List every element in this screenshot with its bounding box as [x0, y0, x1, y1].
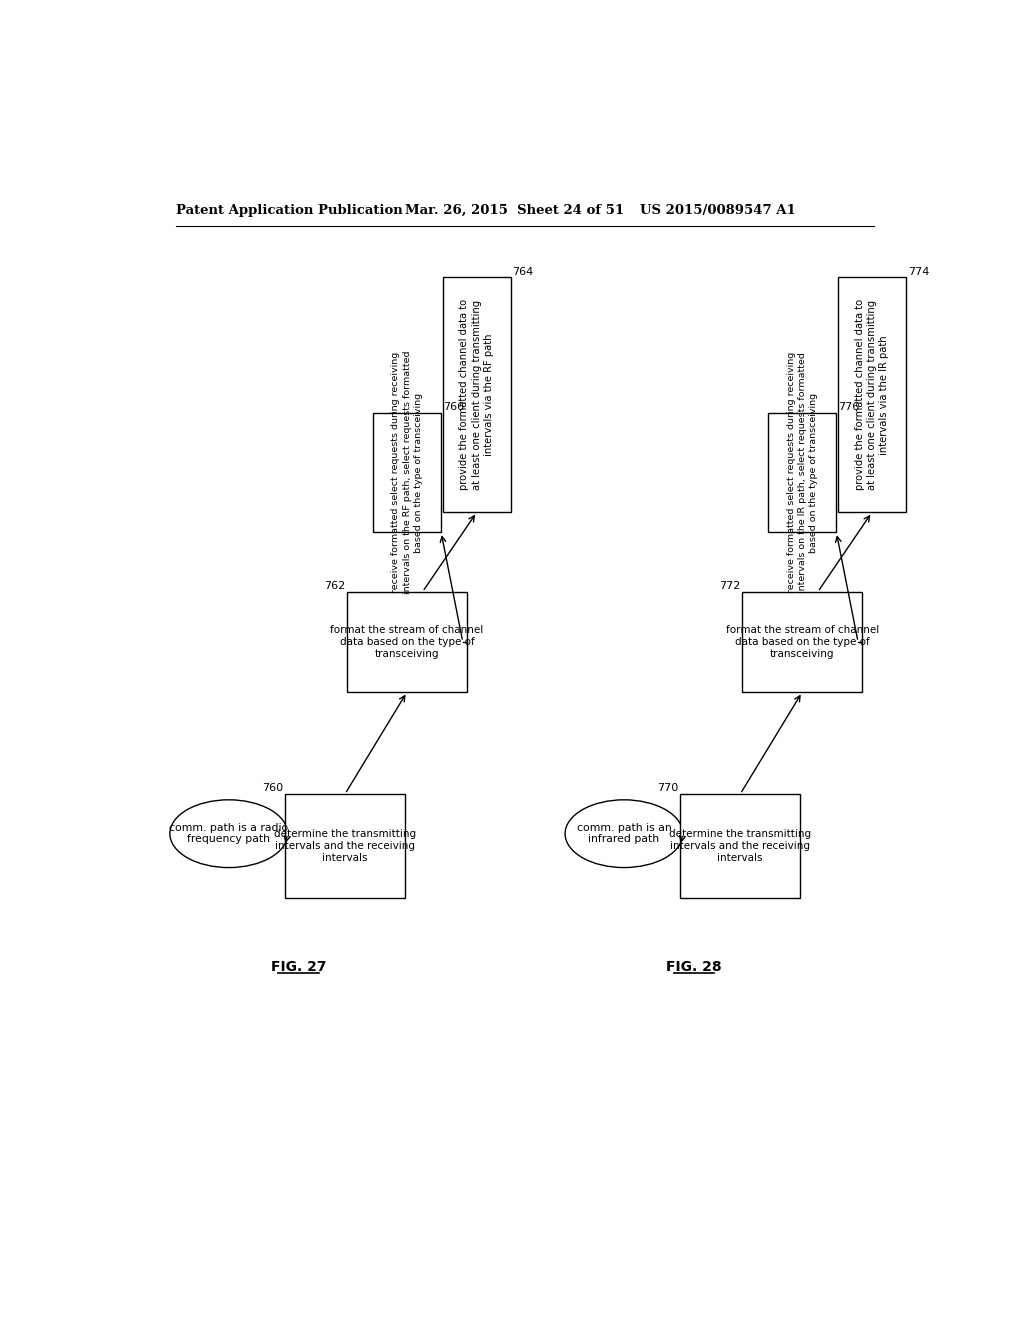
Text: provide the formatted channel data to
at least one client during transmitting
in: provide the formatted channel data to at…: [460, 300, 495, 490]
FancyBboxPatch shape: [373, 413, 441, 532]
FancyBboxPatch shape: [838, 277, 906, 512]
Text: US 2015/0089547 A1: US 2015/0089547 A1: [640, 205, 796, 218]
Text: 760: 760: [262, 783, 284, 793]
Text: 764: 764: [512, 267, 534, 277]
Text: 762: 762: [325, 581, 345, 591]
Text: Mar. 26, 2015  Sheet 24 of 51: Mar. 26, 2015 Sheet 24 of 51: [406, 205, 625, 218]
Text: Patent Application Publication: Patent Application Publication: [176, 205, 402, 218]
Text: receive formatted select requests during receiving
intervals on the RF path, sel: receive formatted select requests during…: [391, 351, 423, 594]
Text: FIG. 27: FIG. 27: [270, 960, 327, 974]
Text: 766: 766: [442, 403, 464, 412]
Text: 772: 772: [719, 581, 740, 591]
Text: format the stream of channel
data based on the type of
transceiving: format the stream of channel data based …: [726, 624, 879, 660]
Text: 770: 770: [657, 783, 679, 793]
Ellipse shape: [170, 800, 288, 867]
Text: comm. path is a radio
frequency path: comm. path is a radio frequency path: [169, 822, 289, 845]
FancyBboxPatch shape: [742, 591, 862, 692]
Text: provide the formatted channel data to
at least one client during transmitting
in: provide the formatted channel data to at…: [855, 300, 890, 490]
FancyBboxPatch shape: [680, 795, 801, 898]
FancyBboxPatch shape: [768, 413, 837, 532]
Ellipse shape: [565, 800, 683, 867]
Text: 776: 776: [838, 403, 859, 412]
Text: comm. path is an
infrared path: comm. path is an infrared path: [577, 822, 672, 845]
Text: receive formatted select requests during receiving
intervals on the IR path, sel: receive formatted select requests during…: [786, 352, 818, 593]
FancyBboxPatch shape: [442, 277, 511, 512]
Text: format the stream of channel
data based on the type of
transceiving: format the stream of channel data based …: [331, 624, 483, 660]
FancyBboxPatch shape: [347, 591, 467, 692]
Text: FIG. 28: FIG. 28: [666, 960, 722, 974]
FancyBboxPatch shape: [285, 795, 406, 898]
Text: determine the transmitting
intervals and the receiving
intervals: determine the transmitting intervals and…: [670, 829, 811, 863]
Text: determine the transmitting
intervals and the receiving
intervals: determine the transmitting intervals and…: [274, 829, 416, 863]
Text: 774: 774: [907, 267, 929, 277]
